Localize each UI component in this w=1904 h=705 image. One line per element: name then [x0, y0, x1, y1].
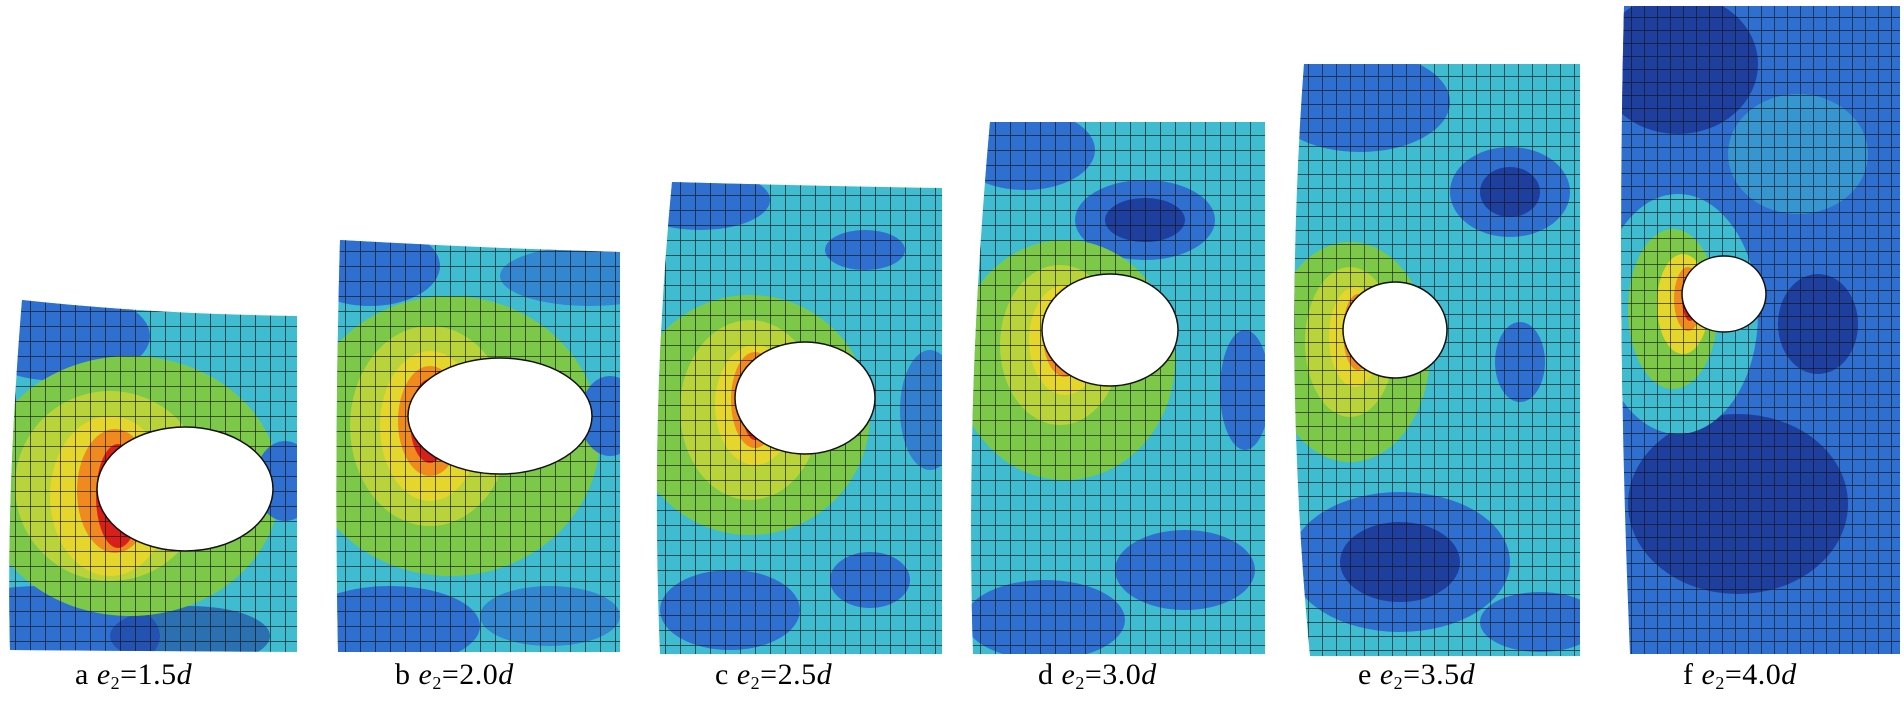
caption-a: a e2=1.5d	[75, 658, 193, 693]
contour-panel-c	[650, 180, 950, 655]
caption-f: f e2=4.0d	[1683, 658, 1797, 693]
caption-c: c e2=2.5d	[715, 658, 833, 693]
caption-b: b e2=2.0d	[395, 658, 514, 693]
stress-contour-plot-f	[1621, 6, 1900, 654]
stress-contour-plot-b	[336, 240, 621, 652]
contour-panel-f	[1618, 4, 1902, 656]
stress-contour-plot-e	[1294, 64, 1580, 656]
caption-d: d e2=3.0d	[1038, 658, 1157, 693]
hole-a	[96, 426, 274, 552]
caption-e: e e2=3.5d	[1358, 658, 1476, 693]
hole-f	[1681, 255, 1767, 333]
hole-e	[1342, 281, 1448, 379]
contour-panel-a	[0, 296, 300, 656]
stress-contour-plot-d	[971, 122, 1265, 654]
hole-b	[407, 357, 593, 475]
contour-panel-e	[1280, 62, 1585, 657]
contour-panel-d	[965, 120, 1270, 655]
stress-contour-plot-c	[656, 182, 942, 654]
stress-contour-plot-a	[9, 300, 297, 652]
hole-c	[734, 341, 876, 455]
contour-panel-b	[330, 236, 630, 656]
hole-d	[1041, 273, 1179, 387]
